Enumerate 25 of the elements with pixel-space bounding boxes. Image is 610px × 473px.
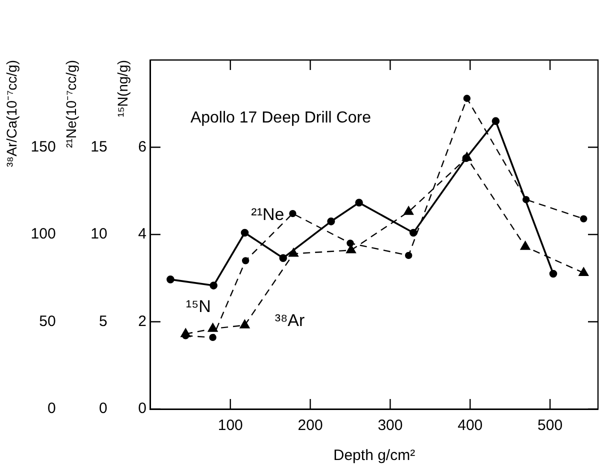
series-label: ¹⁵N (186, 297, 211, 316)
x-tick-label: 500 (538, 417, 563, 434)
y3-tick-label: 50 (39, 312, 56, 330)
y2-tick-label: 5 (98, 312, 108, 330)
y2-tick-label: 10 (90, 226, 108, 243)
y-axis-title: ¹⁵N(ng/g) (114, 60, 131, 118)
y-tick-label: 0 (138, 400, 146, 418)
y3-tick-label: 100 (30, 226, 56, 243)
text: Apollo 17 Deep Drill Core (190, 109, 372, 126)
series-label: ³⁸Ar (274, 310, 306, 330)
y2-tick-label: 0 (98, 400, 108, 418)
y2-axis-title: ²¹Ne(10⁻⁷cc/g) (63, 60, 80, 148)
y3-tick-label: 0 (47, 400, 56, 418)
y2-tick-label: 15 (90, 138, 108, 156)
x-tick-label: 200 (298, 417, 323, 434)
y3-tick-label: 150 (30, 138, 56, 156)
y3-axis-title: ³⁸Ar/Ca(10⁻⁷cc/g) (3, 60, 20, 167)
y-tick-label: 6 (138, 138, 146, 156)
x-axis-title: Depth g/cm² (333, 447, 416, 464)
x-tick-label: 300 (378, 417, 403, 434)
y-tick-label: 4 (138, 226, 146, 243)
x-tick-label: 400 (458, 417, 483, 434)
x-tick-label: 100 (218, 417, 243, 434)
y-tick-label: 2 (138, 312, 146, 330)
series-label: ²¹Ne (251, 205, 284, 224)
